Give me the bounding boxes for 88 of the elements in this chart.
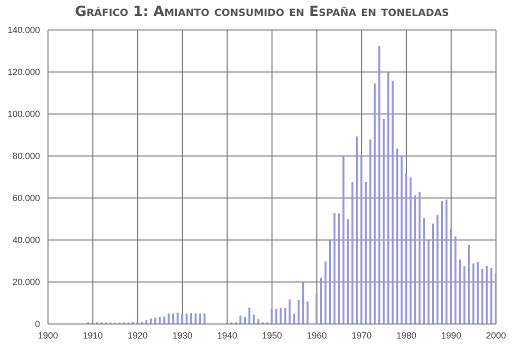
bar (428, 240, 430, 324)
x-tick-label: 1930 (172, 330, 192, 340)
y-tick-label: 20.000 (12, 277, 40, 288)
bar (342, 156, 344, 324)
bar (204, 314, 206, 324)
bar (257, 319, 260, 324)
bar (436, 215, 439, 324)
bar (333, 213, 336, 324)
bar (181, 314, 184, 324)
bar (392, 80, 394, 324)
y-tick-label: 120.000 (7, 67, 40, 78)
x-tick-label: 1980 (396, 330, 416, 340)
bar (320, 278, 322, 324)
bar (441, 201, 443, 324)
bar (284, 308, 286, 324)
bar (270, 308, 273, 324)
bar (423, 218, 426, 324)
bar (432, 224, 434, 324)
bar (316, 294, 318, 324)
bar (248, 308, 250, 324)
x-tick-label: 2000 (486, 330, 506, 340)
bar (186, 314, 188, 324)
y-tick-label: 80.000 (12, 151, 40, 162)
x-tick-label: 1990 (441, 330, 462, 340)
bar (346, 219, 349, 324)
bar (481, 268, 484, 324)
bar (445, 200, 448, 324)
bar (369, 140, 372, 324)
bar (145, 320, 148, 324)
bar (329, 240, 331, 324)
bar (168, 314, 170, 324)
y-tick-label: 140.000 (7, 25, 40, 36)
bar (154, 317, 156, 324)
bar (158, 316, 161, 324)
bar (387, 72, 390, 324)
bar (338, 213, 340, 324)
bar (374, 84, 376, 324)
bar (454, 236, 456, 324)
bar (410, 177, 412, 324)
bar (405, 173, 408, 324)
bar (378, 46, 380, 324)
bar (414, 195, 416, 324)
bar (351, 182, 354, 324)
bar (302, 282, 304, 324)
y-tick-label: 100.000 (7, 109, 40, 120)
x-tick-label: 1920 (128, 330, 148, 340)
x-tick-label: 1940 (217, 330, 238, 340)
x-tick-label: 1910 (82, 330, 103, 340)
bar (199, 314, 202, 324)
bar (418, 192, 421, 324)
bar (244, 316, 246, 324)
bar (396, 148, 398, 324)
bar (150, 318, 152, 324)
bar (190, 313, 192, 324)
bar (163, 316, 166, 324)
bar (490, 268, 492, 324)
y-tick-label: 40.000 (12, 235, 40, 246)
bar (194, 314, 197, 324)
bar (364, 182, 367, 324)
bar (306, 302, 309, 324)
x-tick-label: 1960 (306, 330, 327, 340)
bar (239, 316, 242, 324)
bar (472, 264, 474, 324)
y-tick-label: 0 (34, 319, 40, 330)
bar (280, 308, 282, 324)
bar (486, 266, 488, 324)
bar (176, 312, 179, 324)
bar (172, 314, 174, 324)
bar (298, 300, 300, 324)
bar (382, 119, 385, 324)
bar (360, 155, 362, 324)
x-tick-label: 1950 (262, 330, 282, 340)
x-tick-label: 1970 (352, 330, 372, 340)
bar (275, 308, 278, 324)
bar (468, 244, 470, 324)
bar (356, 136, 358, 324)
bar (288, 299, 291, 324)
bar (252, 314, 255, 324)
bar (476, 262, 479, 324)
chart-title: Gráfico 1: Amianto consumido en España en toneladas (74, 4, 450, 22)
bar (458, 260, 461, 324)
bar (293, 314, 296, 324)
x-tick-label: 1900 (38, 330, 58, 340)
y-tick-label: 60.000 (12, 193, 40, 204)
bar (324, 261, 327, 324)
bar (400, 156, 403, 324)
bar (450, 228, 452, 324)
bar (463, 266, 466, 324)
